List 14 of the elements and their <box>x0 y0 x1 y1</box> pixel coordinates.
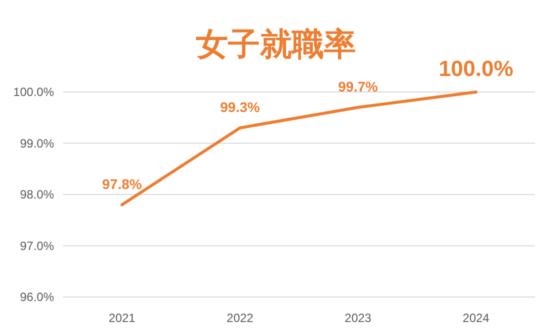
y-tick-label: 96.0% <box>20 290 54 304</box>
y-tick-label: 99.0% <box>20 136 54 150</box>
title: 女子就職率 <box>196 26 356 62</box>
data-label: 99.3% <box>220 98 260 115</box>
data-label: 100.0% <box>438 56 514 81</box>
y-tick-label: 98.0% <box>20 188 54 202</box>
data-label: 99.7% <box>338 78 378 94</box>
data-label: 97.8% <box>102 176 142 192</box>
x-tick-label: 2021 <box>108 311 136 325</box>
y-tick-label: 97.0% <box>20 238 54 253</box>
x-tick-label: 2023 <box>344 311 372 325</box>
x-tick-label: 2022 <box>226 311 254 325</box>
y-tick-label: 100.0% <box>13 85 54 99</box>
x-tick-label: 2024 <box>462 311 490 325</box>
